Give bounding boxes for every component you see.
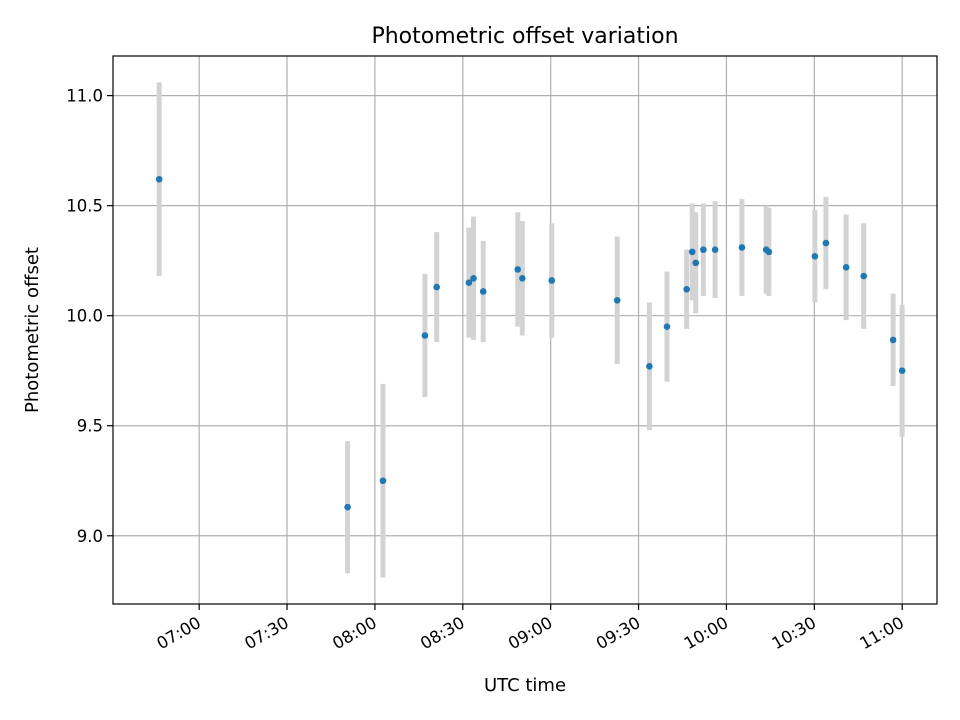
data-point bbox=[738, 244, 746, 251]
data-point bbox=[646, 363, 653, 370]
data-point bbox=[822, 239, 830, 247]
data-point bbox=[889, 336, 897, 344]
data-point bbox=[860, 272, 868, 280]
chart-title: Photometric offset variation bbox=[371, 24, 678, 49]
data-point bbox=[811, 252, 819, 260]
data-point bbox=[379, 477, 387, 485]
x-axis-ticks: 07:00 07:30 08:00 08:30 09:00 09:30 10:00 10:30… bbox=[153, 604, 907, 653]
data-point bbox=[700, 246, 707, 253]
data-point bbox=[155, 175, 163, 183]
data-points bbox=[155, 175, 906, 511]
y-tick-label: 10.0 bbox=[66, 307, 103, 326]
y-tick-label: 10.5 bbox=[66, 197, 103, 216]
data-point bbox=[465, 279, 473, 286]
data-point bbox=[344, 503, 351, 511]
x-tick-label: 11:00 bbox=[857, 613, 908, 653]
x-tick-label: 10:00 bbox=[681, 613, 732, 653]
data-point bbox=[842, 263, 850, 271]
data-point bbox=[663, 323, 671, 330]
data-point bbox=[514, 266, 522, 273]
data-point bbox=[470, 274, 477, 282]
x-tick-label: 09:00 bbox=[505, 613, 556, 653]
x-tick-label: 08:00 bbox=[329, 613, 380, 653]
x-tick-label: 10:30 bbox=[769, 613, 820, 653]
data-point bbox=[613, 296, 621, 304]
data-point bbox=[692, 259, 700, 267]
error-bars bbox=[156, 82, 905, 578]
x-axis-label: UTC time bbox=[484, 675, 566, 696]
grid bbox=[113, 56, 937, 604]
x-tick-label: 07:30 bbox=[241, 613, 292, 653]
data-point bbox=[683, 285, 690, 293]
y-axis-label: Photometric offset bbox=[22, 247, 43, 413]
data-point bbox=[479, 288, 487, 295]
y-tick-label: 11.0 bbox=[66, 87, 103, 106]
x-tick-label: 07:00 bbox=[153, 613, 204, 653]
data-point bbox=[433, 283, 440, 291]
y-tick-label: 9.5 bbox=[77, 417, 103, 436]
data-point bbox=[765, 248, 773, 256]
data-point bbox=[898, 367, 906, 375]
data-point bbox=[519, 274, 526, 282]
data-point bbox=[548, 277, 556, 284]
data-point bbox=[711, 246, 719, 253]
x-tick-label: 08:30 bbox=[417, 613, 468, 653]
y-axis-ticks: 9.0 9.5 10.0 10.5 11.0 bbox=[66, 87, 113, 546]
plot-area-frame bbox=[112, 55, 938, 605]
data-point bbox=[421, 332, 429, 339]
x-tick-label: 09:30 bbox=[593, 613, 644, 653]
y-tick-label: 9.0 bbox=[77, 527, 103, 546]
data-point bbox=[688, 248, 696, 256]
